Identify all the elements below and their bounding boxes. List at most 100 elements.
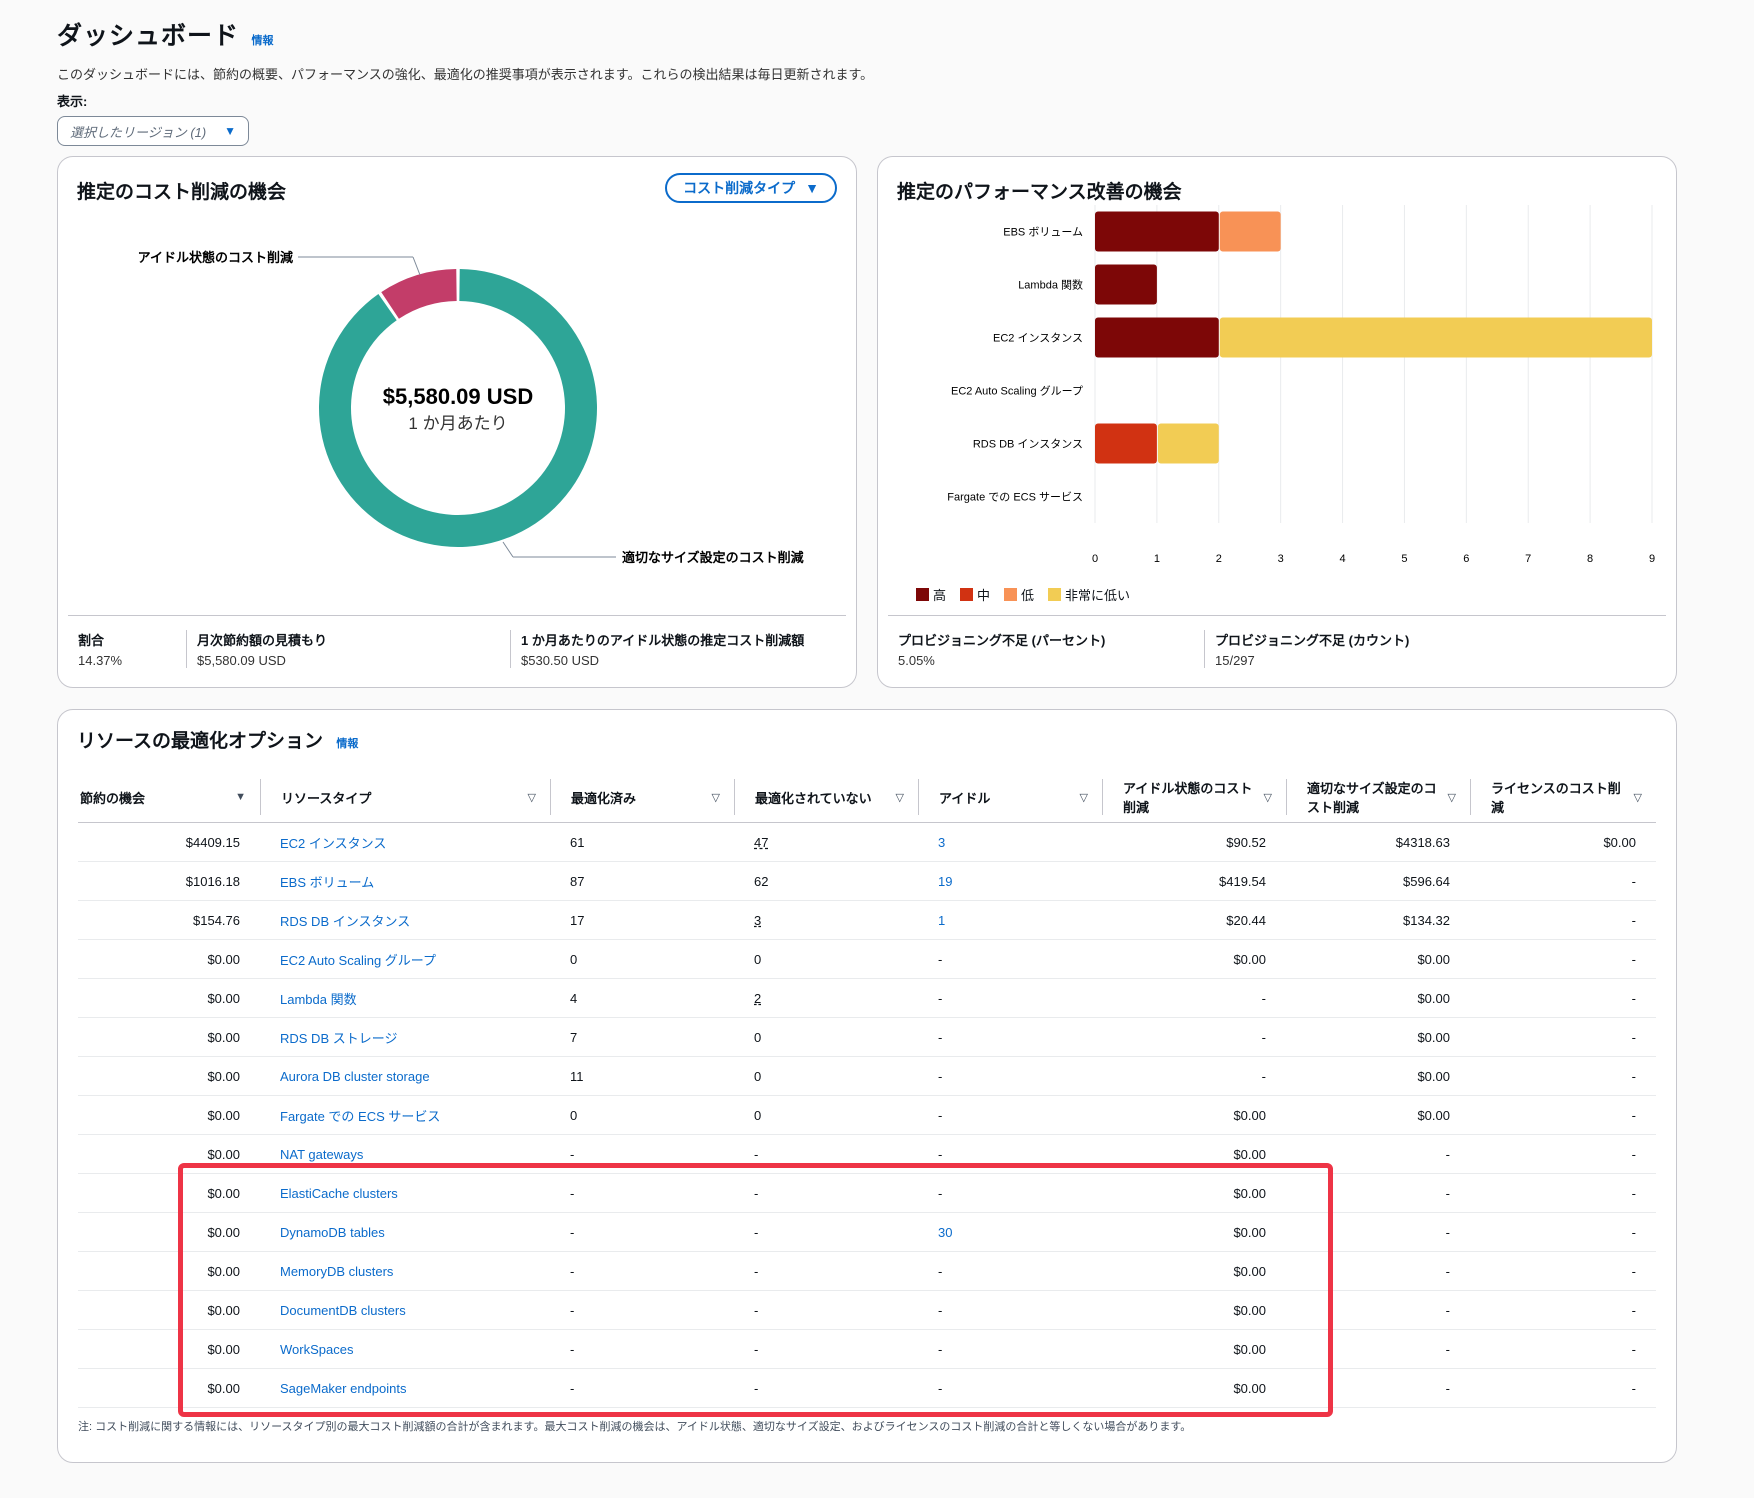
x-tick-label: 2 [1216, 553, 1222, 565]
column-header[interactable]: 最適化済み ▽ [550, 772, 734, 823]
y-category-label: EBS ボリューム [1003, 226, 1083, 239]
legend-item[interactable]: 非常に低い [1048, 585, 1130, 604]
idle-count-link[interactable]: 1 [918, 900, 1102, 940]
table-row: $0.00 MemoryDB clusters - - - $0.00- - [78, 1251, 1656, 1291]
info-link[interactable]: 情報 [336, 738, 359, 750]
table-cell: $0.00 [78, 1134, 260, 1174]
table-cell: $90.52 [1102, 822, 1286, 862]
table-cell: - [1470, 1212, 1656, 1252]
column-header[interactable]: 適切なサイズ設定のコスト削減 ▽ [1286, 772, 1470, 823]
resource-type-link[interactable]: Aurora DB cluster storage [260, 1056, 550, 1096]
table-cell: - [1470, 1251, 1656, 1291]
column-header[interactable]: アイドル状態のコスト削減 ▽ [1102, 772, 1286, 823]
legend-swatch [1048, 588, 1062, 601]
idle-slice-label: アイドル状態のコスト削減 [138, 250, 293, 265]
resource-type-link[interactable]: Lambda 関数 [260, 978, 550, 1018]
idle-count-link[interactable]: 3 [918, 822, 1102, 862]
bar-segment[interactable] [1095, 317, 1219, 358]
resource-type-link[interactable]: Fargate での ECS サービス [260, 1095, 550, 1135]
table-cell: $0.00 [1102, 1134, 1286, 1174]
column-header[interactable]: ライセンスのコスト削減 ▽ [1470, 772, 1656, 823]
table-cell: - [918, 1290, 1102, 1330]
donut-chart: アイドル状態のコスト削減 適切なサイズ設定のコスト削減 $5,580.09 US… [138, 250, 804, 565]
table-cell: - [1102, 1056, 1286, 1096]
table-cell: $154.76 [78, 900, 260, 940]
stat-label: 割合 [78, 633, 105, 648]
page-description: このダッシュボードには、節約の概要、パフォーマンスの強化、最適化の推奨事項が表示… [57, 67, 874, 82]
bar-segment[interactable] [1157, 423, 1219, 464]
table-cell: $596.64 [1286, 861, 1470, 901]
info-link[interactable]: 情報 [251, 35, 274, 47]
sort-icon[interactable]: ▽ [1633, 791, 1642, 804]
y-category-label: EC2 Auto Scaling グループ [951, 384, 1083, 398]
stat-label: 1 か月あたりのアイドル状態の推定コスト削減額 [521, 633, 805, 648]
resource-type-link[interactable]: SageMaker endpoints [260, 1368, 550, 1408]
table-cell: - [550, 1134, 734, 1174]
resource-type-link[interactable]: EBS ボリューム [260, 861, 550, 901]
column-header[interactable]: リソースタイプ ▽ [260, 772, 550, 823]
sort-icon[interactable]: ▽ [895, 791, 904, 804]
resource-type-link[interactable]: NAT gateways [260, 1134, 550, 1174]
table-cell: $0.00 [78, 1251, 260, 1291]
bar-chart: 0 1 2 3 4 5 6 7 8 9 EBS ボリューム Lambda 関数 EC2 インスタンス EC… [947, 205, 1655, 565]
table-cell: $0.00 [1102, 1251, 1286, 1291]
sort-icon[interactable]: ▽ [1263, 791, 1272, 804]
resource-type-link[interactable]: MemoryDB clusters [260, 1251, 550, 1291]
table-cell: $0.00 [78, 978, 260, 1018]
table-cell: - [918, 1329, 1102, 1369]
table-cell: - [1470, 1290, 1656, 1330]
legend-item[interactable]: 中 [960, 585, 990, 604]
idle-count-link[interactable]: 19 [918, 861, 1102, 901]
stat-value: 5.05% [898, 653, 935, 668]
legend-item[interactable]: 低 [1004, 585, 1034, 604]
resource-type-link[interactable]: DynamoDB tables [260, 1212, 550, 1252]
table-cell: 11 [550, 1056, 734, 1096]
sort-icon[interactable]: ▽ [711, 791, 720, 804]
resource-type-link[interactable]: EC2 Auto Scaling グループ [260, 939, 550, 979]
cost-type-button[interactable]: コスト削減タイプ ▼ [665, 173, 837, 203]
table-row: $0.00 DynamoDB tables - -30 $0.00- - [78, 1212, 1656, 1252]
table-cell: $0.00 [78, 1329, 260, 1369]
region-select[interactable]: 選択したリージョン (1) ▼ [57, 116, 249, 146]
perf-stats: プロビジョニング不足 (パーセント) 5.05% プロビジョニング不足 (カウン… [888, 615, 1666, 676]
sort-icon[interactable]: ▽ [527, 791, 536, 804]
bar-segment[interactable] [1219, 317, 1652, 358]
x-tick-label: 0 [1092, 553, 1098, 565]
column-header[interactable]: 節約の機会 ▼ [78, 772, 260, 823]
sort-icon[interactable]: ▽ [1079, 791, 1088, 804]
bar-segment[interactable] [1095, 423, 1157, 464]
bar-segment[interactable] [1095, 211, 1219, 252]
idle-slice[interactable] [381, 269, 457, 319]
bar-segment[interactable] [1095, 264, 1157, 305]
bar-segment[interactable] [1219, 211, 1281, 252]
table-cell: $0.00 [78, 1056, 260, 1096]
table-cell: $0.00 [1102, 1290, 1286, 1330]
resource-type-link[interactable]: RDS DB インスタンス [260, 900, 550, 940]
resource-type-link[interactable]: DocumentDB clusters [260, 1290, 550, 1330]
x-tick-label: 4 [1339, 553, 1345, 565]
sort-icon[interactable]: ▼ [235, 791, 246, 803]
table-cell: $0.00 [1286, 939, 1470, 979]
not-optimized-popover[interactable]: 2 [754, 990, 762, 1006]
stat-value: $5,580.09 USD [197, 653, 286, 668]
not-optimized-popover[interactable]: 47 [754, 834, 769, 850]
resource-type-link[interactable]: RDS DB ストレージ [260, 1017, 550, 1057]
x-tick-label: 5 [1401, 553, 1407, 565]
resource-type-link[interactable]: ElastiCache clusters [260, 1173, 550, 1213]
not-optimized-popover[interactable]: 3 [754, 912, 762, 928]
sort-icon[interactable]: ▽ [1447, 791, 1456, 804]
table-cell: - [734, 1290, 918, 1330]
table-cell: - [550, 1290, 734, 1330]
resource-type-link[interactable]: WorkSpaces [260, 1329, 550, 1369]
table-row: $4409.15 EC2 インスタンス 61 47 3 $90.52 $4318.63 $0.… [78, 822, 1656, 862]
rightsize-slice-label: 適切なサイズ設定のコスト削減 [622, 550, 804, 565]
table-cell: 17 [550, 900, 734, 940]
table-row: $0.00 EC2 Auto Scaling グループ 0 0- $0.00 $0.00- [78, 939, 1656, 979]
legend-item[interactable]: 高 [916, 585, 946, 604]
table-row: $1016.18 EBS ボリューム 87 62 19 $419.54 $596.64- [78, 861, 1656, 901]
column-header[interactable]: 最適化されていない ▽ [734, 772, 918, 823]
table-cell: $4409.15 [78, 822, 260, 862]
idle-count-link[interactable]: 30 [918, 1212, 1102, 1252]
resource-type-link[interactable]: EC2 インスタンス [260, 822, 550, 862]
column-header[interactable]: アイドル ▽ [918, 772, 1102, 823]
